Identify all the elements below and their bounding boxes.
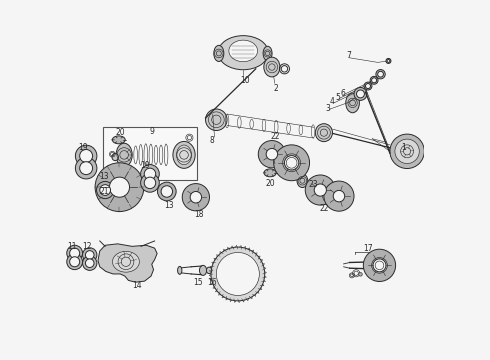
- Circle shape: [144, 168, 156, 180]
- Text: 19: 19: [140, 161, 149, 170]
- Text: 16: 16: [207, 278, 217, 287]
- Circle shape: [386, 58, 391, 63]
- Circle shape: [359, 273, 362, 276]
- Circle shape: [144, 177, 156, 189]
- Circle shape: [285, 156, 299, 170]
- Ellipse shape: [315, 124, 333, 141]
- Circle shape: [373, 259, 386, 272]
- Circle shape: [390, 134, 424, 168]
- Circle shape: [211, 247, 265, 301]
- Text: 15: 15: [194, 278, 203, 287]
- Circle shape: [370, 76, 378, 84]
- Text: 6: 6: [340, 89, 345, 98]
- Circle shape: [141, 174, 159, 192]
- Ellipse shape: [264, 169, 276, 177]
- Ellipse shape: [199, 265, 207, 275]
- Ellipse shape: [177, 266, 182, 274]
- Circle shape: [378, 71, 383, 77]
- Circle shape: [75, 157, 97, 179]
- Text: 7: 7: [346, 51, 351, 60]
- Circle shape: [216, 252, 259, 296]
- Text: 22: 22: [319, 204, 329, 213]
- Circle shape: [70, 257, 80, 267]
- Text: 18: 18: [194, 210, 203, 219]
- Text: 20: 20: [116, 128, 125, 137]
- Text: 11: 11: [68, 242, 77, 251]
- Text: 20: 20: [265, 179, 275, 188]
- Text: 10: 10: [240, 76, 250, 85]
- Circle shape: [395, 139, 419, 163]
- Circle shape: [75, 145, 97, 167]
- Text: 22: 22: [270, 132, 279, 141]
- Circle shape: [109, 177, 129, 197]
- Circle shape: [333, 190, 344, 202]
- Ellipse shape: [297, 174, 308, 188]
- Text: 2: 2: [273, 84, 278, 93]
- Circle shape: [157, 182, 176, 201]
- Ellipse shape: [218, 36, 269, 70]
- Text: 8: 8: [210, 136, 215, 145]
- Text: 21: 21: [99, 187, 109, 196]
- Circle shape: [371, 78, 377, 83]
- Circle shape: [80, 149, 93, 162]
- Text: 12: 12: [82, 242, 91, 251]
- Text: 13: 13: [99, 172, 109, 181]
- Text: 13: 13: [164, 201, 173, 210]
- Circle shape: [82, 248, 97, 262]
- Circle shape: [366, 84, 370, 89]
- Circle shape: [82, 256, 97, 270]
- Circle shape: [85, 259, 94, 267]
- Ellipse shape: [206, 267, 212, 274]
- Circle shape: [141, 165, 159, 183]
- Polygon shape: [98, 244, 157, 282]
- Text: 4: 4: [330, 97, 335, 106]
- Ellipse shape: [112, 153, 119, 161]
- Circle shape: [70, 248, 80, 258]
- Circle shape: [85, 251, 94, 259]
- Circle shape: [67, 245, 82, 261]
- Circle shape: [314, 184, 326, 196]
- Text: 9: 9: [149, 127, 154, 136]
- Text: 1: 1: [401, 143, 406, 152]
- Ellipse shape: [214, 45, 224, 62]
- Text: 23: 23: [308, 180, 318, 189]
- Circle shape: [97, 181, 114, 199]
- Circle shape: [161, 186, 172, 197]
- Ellipse shape: [116, 143, 132, 167]
- Ellipse shape: [205, 109, 227, 131]
- Circle shape: [354, 87, 367, 100]
- Circle shape: [266, 148, 278, 160]
- Text: 17: 17: [363, 244, 372, 253]
- Circle shape: [95, 163, 144, 212]
- Circle shape: [387, 59, 390, 62]
- Text: 5: 5: [335, 93, 340, 102]
- Ellipse shape: [264, 57, 280, 77]
- Text: 19: 19: [78, 143, 88, 152]
- Ellipse shape: [113, 251, 139, 272]
- Ellipse shape: [112, 136, 125, 144]
- Circle shape: [364, 249, 395, 282]
- Circle shape: [182, 184, 210, 211]
- Ellipse shape: [176, 145, 192, 165]
- Circle shape: [364, 82, 372, 90]
- Ellipse shape: [263, 46, 272, 60]
- Ellipse shape: [229, 40, 258, 62]
- Circle shape: [274, 145, 310, 181]
- Circle shape: [305, 175, 335, 205]
- Ellipse shape: [173, 141, 195, 168]
- Circle shape: [190, 192, 201, 203]
- Circle shape: [324, 181, 354, 211]
- Text: 14: 14: [132, 281, 142, 290]
- Circle shape: [80, 162, 93, 175]
- Circle shape: [67, 254, 82, 270]
- Circle shape: [100, 185, 111, 195]
- Bar: [103, 127, 196, 180]
- Circle shape: [357, 90, 365, 98]
- Circle shape: [258, 140, 286, 168]
- Ellipse shape: [346, 93, 359, 113]
- Circle shape: [376, 69, 385, 79]
- Text: 3: 3: [325, 104, 330, 113]
